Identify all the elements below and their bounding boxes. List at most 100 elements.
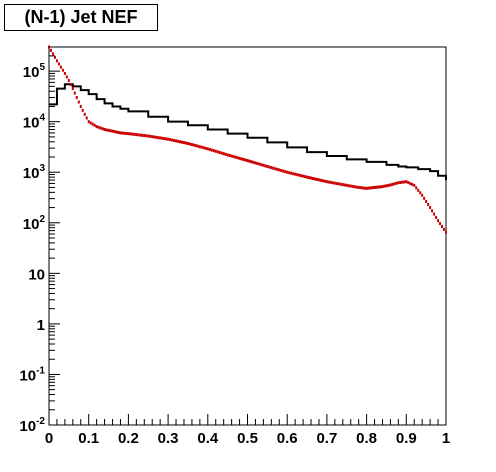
series-1-point <box>107 128 110 132</box>
series-1-point <box>317 178 320 182</box>
x-tick-label: 0.1 <box>78 430 99 447</box>
series-1-point <box>51 52 54 56</box>
series-1-point <box>250 160 253 164</box>
series-1-point <box>165 137 168 141</box>
y-tick-label: 10-2 <box>19 416 45 435</box>
series-1-point <box>240 157 243 161</box>
y-tick-label: 1 <box>37 317 45 334</box>
series-1-point <box>125 131 128 135</box>
series-1-point <box>188 142 191 146</box>
series-1-point <box>439 222 442 226</box>
series-1-point <box>57 62 60 66</box>
series-1-point <box>139 133 142 137</box>
series-1-point <box>417 188 420 192</box>
series-1-point <box>155 135 158 139</box>
series-1-point <box>276 167 279 171</box>
series-1-point <box>252 160 255 164</box>
series-1-point <box>210 148 213 152</box>
series-1-point <box>246 159 249 163</box>
series-1-point <box>115 130 118 134</box>
series-1-point <box>182 141 185 145</box>
series-1-point <box>180 140 183 144</box>
series-1-point <box>236 156 239 160</box>
x-tick-label: 0.6 <box>277 430 298 447</box>
series-1-point <box>377 185 380 189</box>
series-1-point <box>397 181 400 185</box>
series-1-point <box>119 131 122 135</box>
series-1-point <box>266 164 269 168</box>
series-1-point <box>184 141 187 145</box>
series-1-point <box>292 172 295 176</box>
chart-title: (N-1) Jet NEF <box>4 4 158 31</box>
x-tick-label: 0.9 <box>396 430 417 447</box>
series-1-point <box>411 182 414 186</box>
series-1-point <box>405 180 408 184</box>
series-1-point <box>190 143 193 147</box>
series-1-point <box>67 79 70 83</box>
series-1-point <box>363 186 366 190</box>
series-1-point <box>341 183 344 187</box>
series-1-point <box>321 179 324 183</box>
series-1-point <box>79 104 82 108</box>
series-1-point <box>91 122 94 126</box>
series-1-point <box>333 181 336 185</box>
series-1-point <box>401 180 404 184</box>
series-1-point <box>337 182 340 186</box>
series-1-point <box>103 128 106 132</box>
series-1-point <box>99 126 102 130</box>
series-1-point <box>409 182 412 186</box>
series-1-point <box>403 180 406 184</box>
series-1-point <box>153 135 156 139</box>
series-1-point <box>83 112 86 116</box>
series-1-point <box>232 155 235 159</box>
series-1-point <box>445 230 447 234</box>
series-1-point <box>296 173 299 177</box>
series-1-point <box>175 139 178 143</box>
series-1-point <box>262 163 265 167</box>
series-1-point <box>395 181 398 185</box>
series-1-point <box>323 179 326 183</box>
series-layer <box>48 45 447 234</box>
series-1-point <box>349 184 352 188</box>
series-1-point <box>131 132 134 136</box>
series-1-point <box>61 68 64 72</box>
series-1-point <box>224 152 227 156</box>
x-tick-label: 0 <box>45 430 53 447</box>
series-1-point <box>206 147 209 151</box>
series-1-point <box>117 130 120 134</box>
series-1-point <box>385 184 388 188</box>
series-1-point <box>367 186 370 190</box>
series-1-point <box>359 186 362 190</box>
series-1-point <box>95 125 98 129</box>
series-1-point <box>371 186 374 190</box>
series-1-point <box>109 129 112 133</box>
series-1-point <box>194 144 197 148</box>
series-1-point <box>216 150 219 154</box>
series-1-point <box>208 147 211 151</box>
series-1-point <box>151 135 154 139</box>
series-1-point <box>365 186 368 190</box>
series-1-point <box>220 151 223 155</box>
series-1-point <box>274 167 277 171</box>
series-1-point <box>302 174 305 178</box>
x-tick-label: 0.8 <box>356 430 377 447</box>
series-1-point <box>244 158 247 162</box>
series-1-point <box>319 178 322 182</box>
series-1-point <box>169 138 172 142</box>
series-1-point <box>421 193 424 197</box>
series-1-point <box>141 133 144 137</box>
series-1-point <box>260 163 263 167</box>
series-1-point <box>113 130 116 134</box>
series-1-point <box>254 161 257 165</box>
series-1-point <box>230 154 233 158</box>
series-1-point <box>133 132 136 136</box>
series-1-point <box>226 153 229 157</box>
series-1-point <box>77 100 80 104</box>
series-1-point <box>149 134 152 138</box>
x-tick-label: 0.3 <box>158 430 179 447</box>
series-1-point <box>147 134 150 138</box>
series-1-point <box>294 172 297 176</box>
series-1-point <box>433 212 436 216</box>
